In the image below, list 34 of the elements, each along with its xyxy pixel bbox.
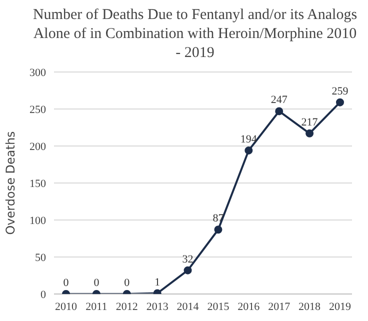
chart-title: Number of Deaths Due to Fentanyl and/or its Analogs Alone of in Combination with Heroin/Morphine 2010 - 2019	[32, 6, 358, 63]
data-label: 1	[154, 276, 160, 288]
point	[214, 226, 222, 234]
point	[306, 129, 314, 138]
data-label: 0	[63, 277, 70, 289]
x-tick-label: 2013	[146, 300, 169, 313]
data-label: 194	[240, 133, 258, 146]
y-tick-label: 50	[35, 252, 46, 264]
x-tick-label: 2011	[86, 300, 108, 313]
point	[184, 266, 192, 274]
x-tick-label: 2012	[116, 300, 138, 313]
y-tick-label: 0	[40, 288, 46, 301]
x-tick-label: 2014	[176, 300, 200, 313]
point	[336, 98, 344, 106]
y-tick-label: 200	[30, 140, 46, 153]
y-tick-label: 100	[30, 214, 46, 227]
point	[244, 146, 253, 154]
x-tick-label: 2019	[329, 300, 352, 313]
point	[275, 107, 284, 116]
y-tick-label: 150	[30, 178, 46, 190]
data-label: 217	[301, 116, 318, 128]
data-label: 32	[182, 253, 194, 266]
data-label: 247	[270, 94, 288, 106]
y-tick-label: 300	[30, 66, 46, 79]
x-tick-label: 2018	[298, 300, 322, 313]
x-tick-label: 2010	[55, 300, 78, 313]
y-axis-title: Overdose Deaths	[3, 131, 18, 235]
data-label: 0	[94, 277, 100, 289]
y-tick-label: 250	[30, 104, 46, 116]
data-label: 259	[332, 85, 349, 98]
data-label: 0	[124, 277, 130, 289]
x-tick-label: 2017	[268, 300, 291, 313]
x-tick-label: 2016	[238, 300, 260, 313]
x-tick-label: 2015	[207, 300, 230, 313]
